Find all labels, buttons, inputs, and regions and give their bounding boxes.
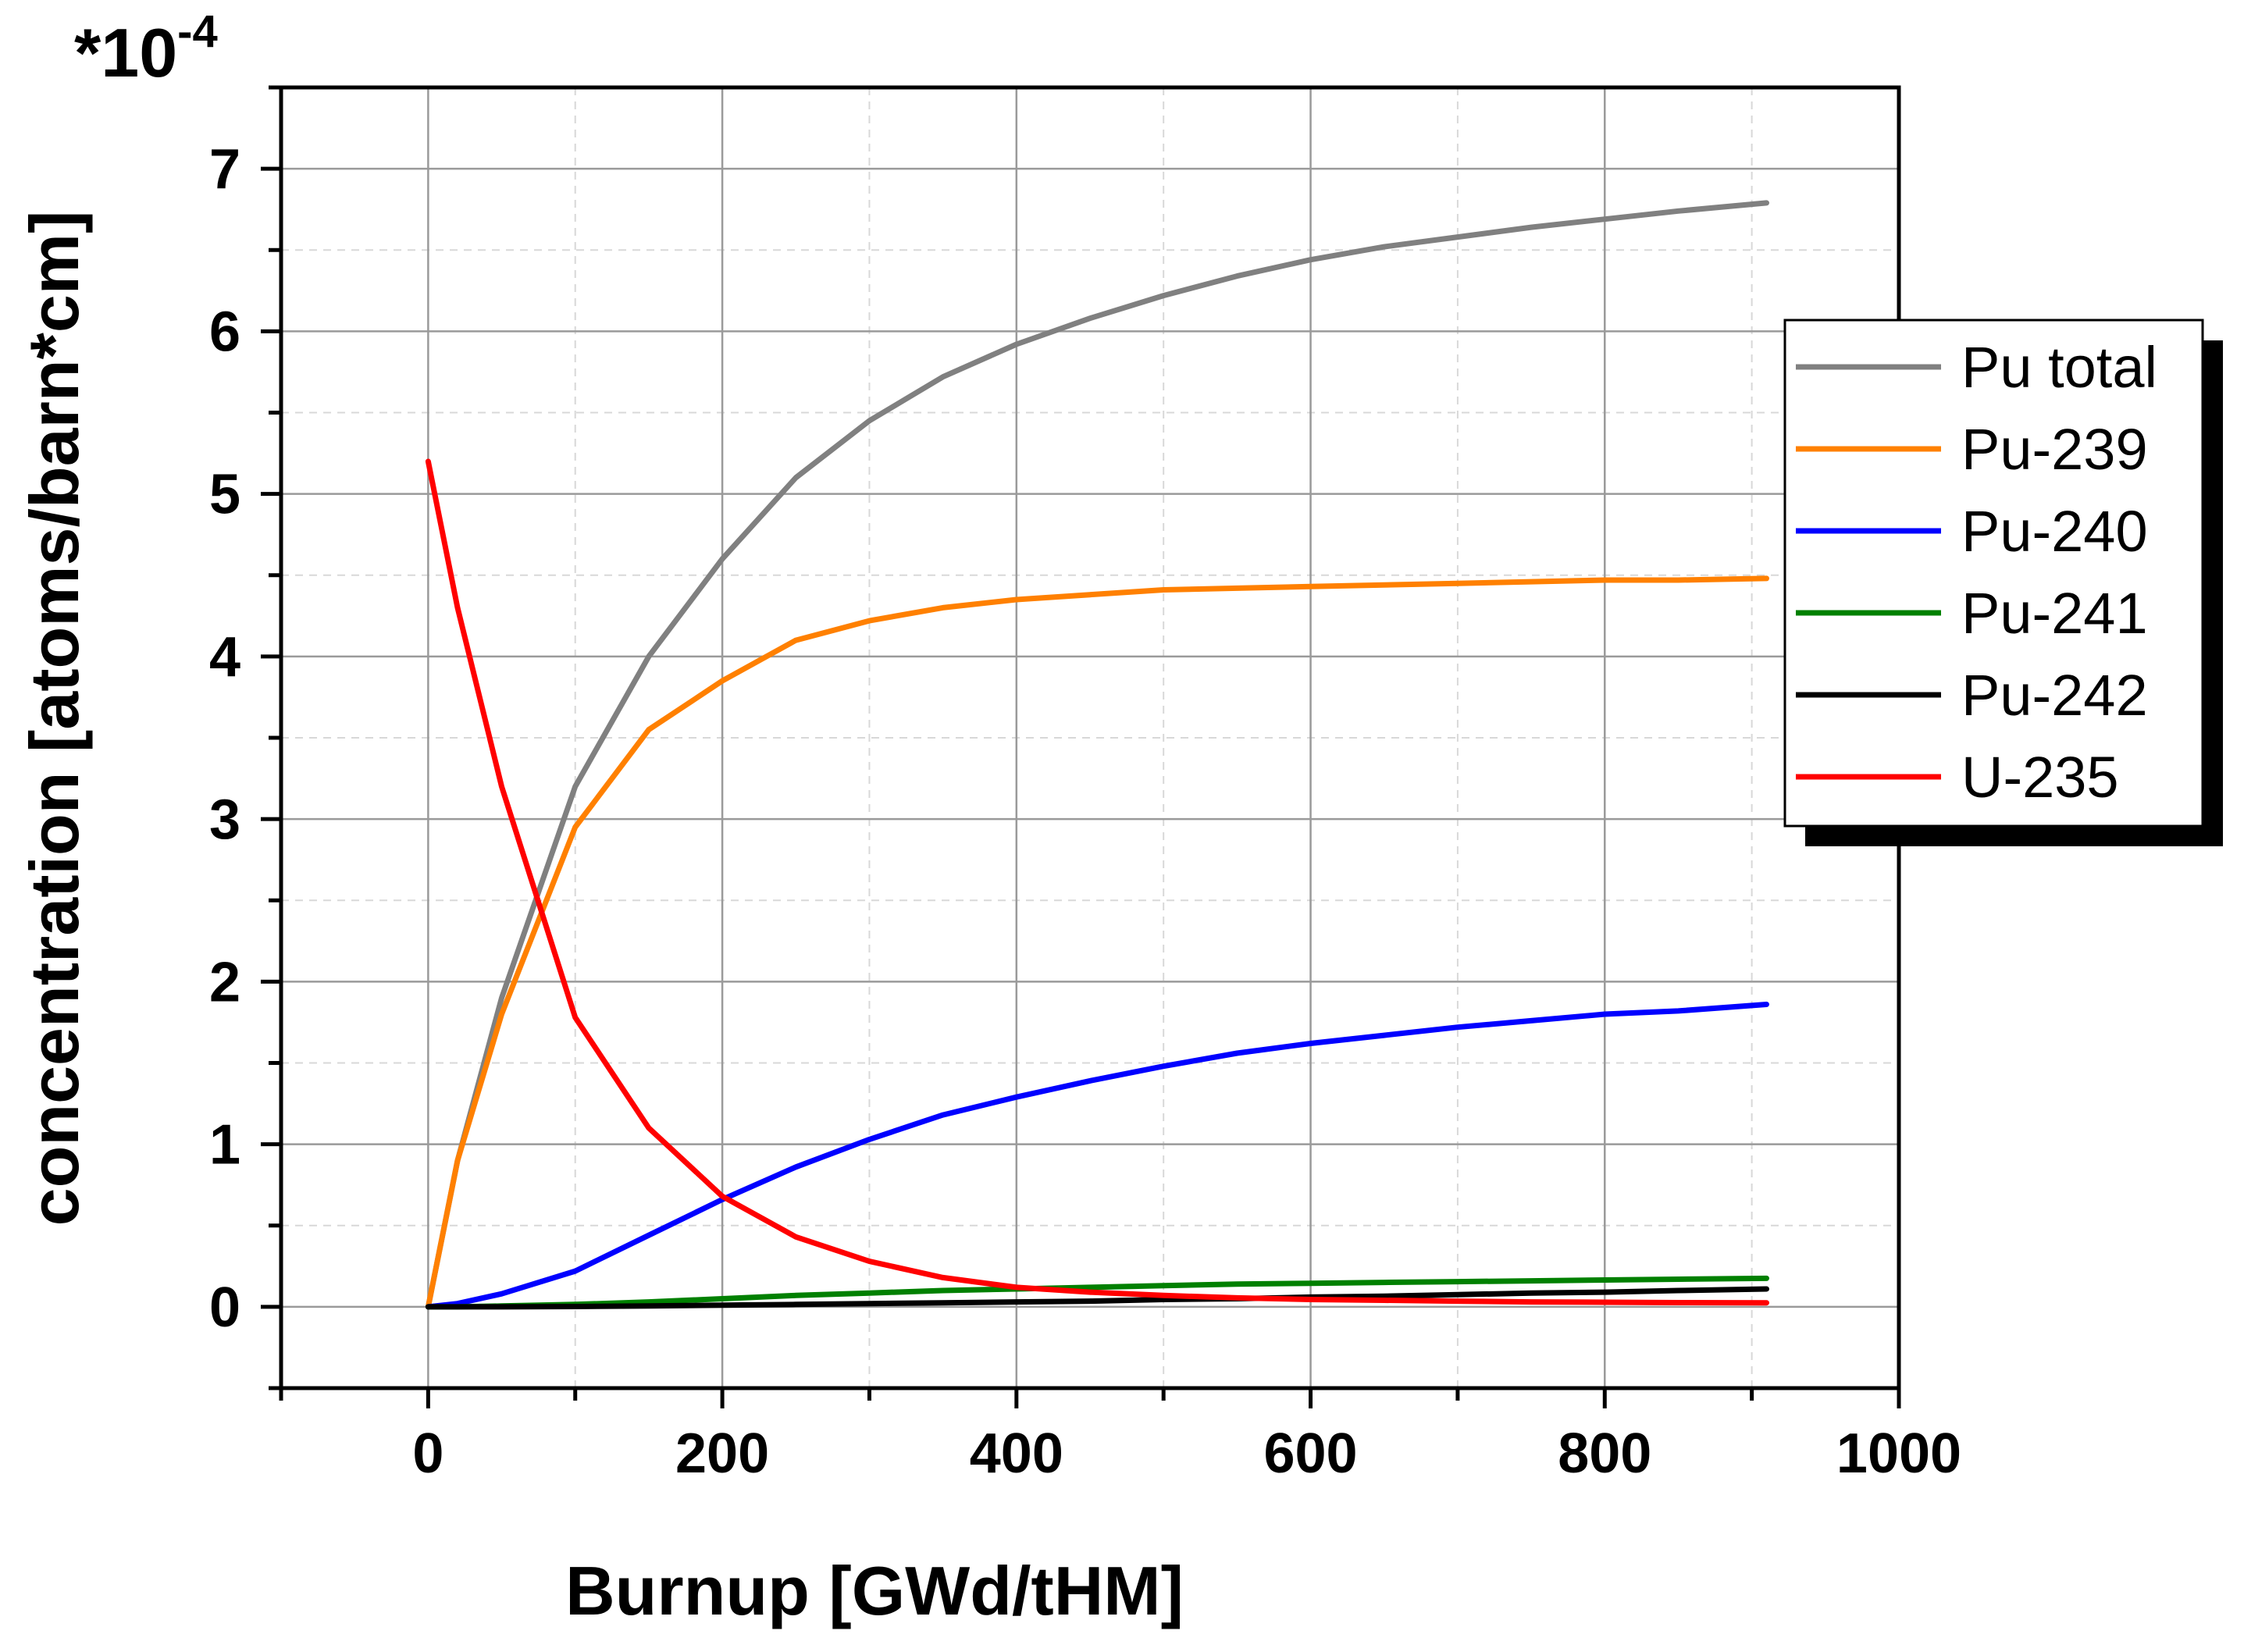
y-tick-label: 3 xyxy=(209,789,240,851)
y-tick-label: 4 xyxy=(209,626,240,689)
y-tick-label: 0 xyxy=(209,1276,240,1339)
legend-label: Pu-242 xyxy=(1961,663,2148,728)
x-tick-label: 400 xyxy=(970,1422,1063,1485)
tick-layer: 0 200 400 600 800 1000 0 1 2 3 4 5 6 7 xyxy=(209,85,1961,1485)
y-multiplier-label: *10-4 xyxy=(74,6,218,91)
x-tick-label: 200 xyxy=(675,1422,769,1485)
legend: Pu total Pu-239 Pu-240 Pu-241 Pu-242 U-235 xyxy=(1783,319,2223,846)
legend-label: Pu-239 xyxy=(1961,417,2148,482)
y-tick-label: 2 xyxy=(209,951,240,1013)
series-layer xyxy=(425,200,1769,1310)
series-line-pu-total xyxy=(425,200,1769,1310)
legend-label: Pu-241 xyxy=(1961,581,2148,646)
y-tick-label: 7 xyxy=(209,138,240,201)
y-tick-label: 5 xyxy=(209,464,240,526)
x-tick-label: 0 xyxy=(412,1422,443,1485)
grid-layer xyxy=(280,87,1900,1389)
x-axis-title: Burnup [GWd/tHM] xyxy=(565,1552,1184,1629)
legend-label: U-235 xyxy=(1961,745,2119,810)
series-line-u-235 xyxy=(425,458,1769,1306)
y-tick-label: 6 xyxy=(209,301,240,363)
series-line-pu-240 xyxy=(425,1002,1769,1310)
y-tick-label: 1 xyxy=(209,1114,240,1177)
series-line-pu-242 xyxy=(425,1286,1769,1310)
x-tick-label: 600 xyxy=(1263,1422,1357,1485)
x-tick-label: 1000 xyxy=(1836,1422,1961,1485)
legend-label: Pu total xyxy=(1961,335,2157,400)
x-tick-label: 800 xyxy=(1558,1422,1651,1485)
y-axis-title: concentration [atoms/barn*cm] xyxy=(16,211,93,1227)
series-line-pu-239 xyxy=(425,575,1769,1310)
legend-label: Pu-240 xyxy=(1961,499,2148,564)
legend-box xyxy=(1783,319,2204,828)
